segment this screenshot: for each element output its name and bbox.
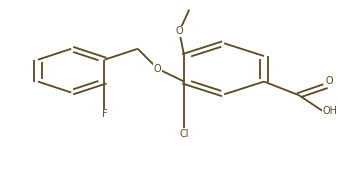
Text: F: F	[102, 109, 107, 119]
Text: O: O	[154, 64, 161, 74]
Text: O: O	[326, 76, 333, 86]
Text: Cl: Cl	[179, 129, 189, 139]
Text: OH: OH	[322, 106, 337, 116]
Text: O: O	[176, 26, 183, 36]
